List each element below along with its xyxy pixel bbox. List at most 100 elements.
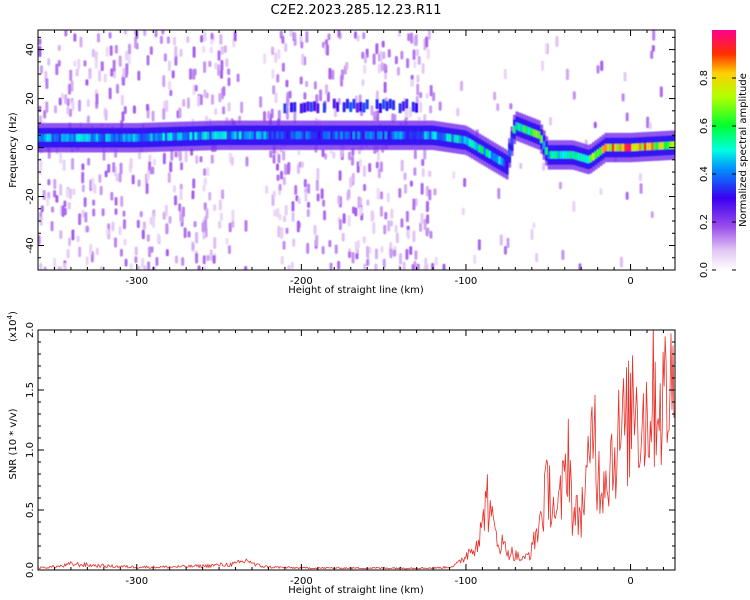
ridge-core [483,147,487,156]
heatmap-speckle [38,115,42,125]
heatmap-speckle [565,68,569,81]
heatmap-speckle [394,224,398,233]
heatmap-speckle [79,36,83,48]
heatmap-speckle [428,189,432,201]
heatmap-speckle [205,92,209,99]
heatmap-speckle [57,44,61,51]
snr-x-axis-title: Height of straight line (km) [288,585,424,596]
heatmap-speckle [349,177,353,188]
heatmap-speckle [363,54,367,64]
heatmap-speckle [287,161,291,172]
ridge-core [345,131,349,139]
heatmap-speckle [600,60,604,71]
spectrogram-image [38,30,675,270]
secondary-band-cell [313,101,317,112]
heatmap-speckle [191,243,195,251]
heatmap-speckle [327,33,331,41]
ridge-core [495,155,499,163]
heatmap-speckle [271,69,275,79]
ridge-core [53,134,57,142]
ridge-core [525,126,529,134]
heatmap-speckle [170,148,174,161]
heatmap-speckle [127,54,131,65]
ridge-core [275,131,279,139]
heatmap-speckle [165,249,169,257]
secondary-band-cell [352,98,356,109]
heatmap-speckle [213,237,217,250]
heatmap-speckle [187,230,191,238]
heatmap-speckle [105,46,109,57]
heatmap-speckle [98,70,102,82]
ridge-core [335,131,339,139]
heatmap-speckle [119,162,123,175]
heatmap-speckle [423,147,427,160]
heatmap-speckle [307,183,311,194]
heatmap-speckle [313,81,317,90]
heatmap-speckle [281,35,285,44]
heatmap-speckle [326,91,330,103]
ridge-core [347,131,351,139]
ridge-core [288,131,292,139]
ridge-core [535,130,539,138]
heatmap-speckle [165,223,169,235]
heatmap-speckle [179,190,183,201]
ridge-core [572,151,576,159]
heatmap-speckle [380,191,384,200]
ridge-core [238,131,242,139]
heatmap-speckle [381,40,385,48]
heatmap-speckle [177,150,181,158]
heatmap-speckle [394,56,398,65]
ridge-core [147,133,151,142]
heatmap-speckle [68,83,72,95]
heatmap-speckle [426,48,430,60]
ridge-core [429,131,433,139]
heatmap-speckle [227,245,231,255]
heatmap-speckle [203,89,207,98]
heatmap-speckle [549,116,553,126]
ridge-core [552,151,556,159]
heatmap-speckle [206,167,210,177]
ridge-core [187,132,191,140]
heatmap-speckle [107,163,111,173]
heatmap-speckle [47,150,51,159]
ridge-core [95,134,99,142]
heatmap-speckle [154,30,158,38]
heatmap-speckle [203,177,207,186]
ridge-core [110,134,114,142]
heatmap-speckle [362,165,366,177]
colorbar: 0.0 0.2 0.4 0.6 0.8 Normalized spectral ampl… [699,30,749,278]
ridge-core [557,151,561,159]
heatmap-speckle [361,79,365,86]
secondary-band-cell [411,101,415,112]
heatmap-speckle [92,199,96,206]
heatmap-speckle [398,253,402,265]
heatmap-speckle [195,155,199,164]
ridge-core [584,155,588,163]
ridge-core [643,143,647,151]
heatmap-speckle [263,111,267,122]
heatmap-speckle [244,265,248,270]
ridge-core [438,132,442,141]
heatmap-speckle [145,103,149,112]
heatmap-speckle [58,97,62,106]
ridge-core [43,134,47,142]
ridge-core [357,131,361,139]
ridge-core [562,151,566,159]
ridge-core [308,131,312,139]
ridge-core [273,131,277,139]
heatmap-speckle [151,110,155,122]
ridge-core [261,131,265,139]
heatmap-speckle [386,192,390,202]
y-tick-label: 40 [25,43,36,56]
heatmap-speckle [112,59,116,72]
heatmap-speckle [393,249,397,257]
ridge-core [550,151,554,159]
heatmap-speckle [387,220,391,232]
heatmap-speckle [315,234,319,247]
heatmap-speckle [305,80,309,88]
ridge-core [78,134,82,142]
heatmap-speckle [85,225,89,233]
heatmap-speckle [71,157,75,170]
heatmap-speckle [88,68,92,80]
heatmap-speckle [289,30,293,37]
